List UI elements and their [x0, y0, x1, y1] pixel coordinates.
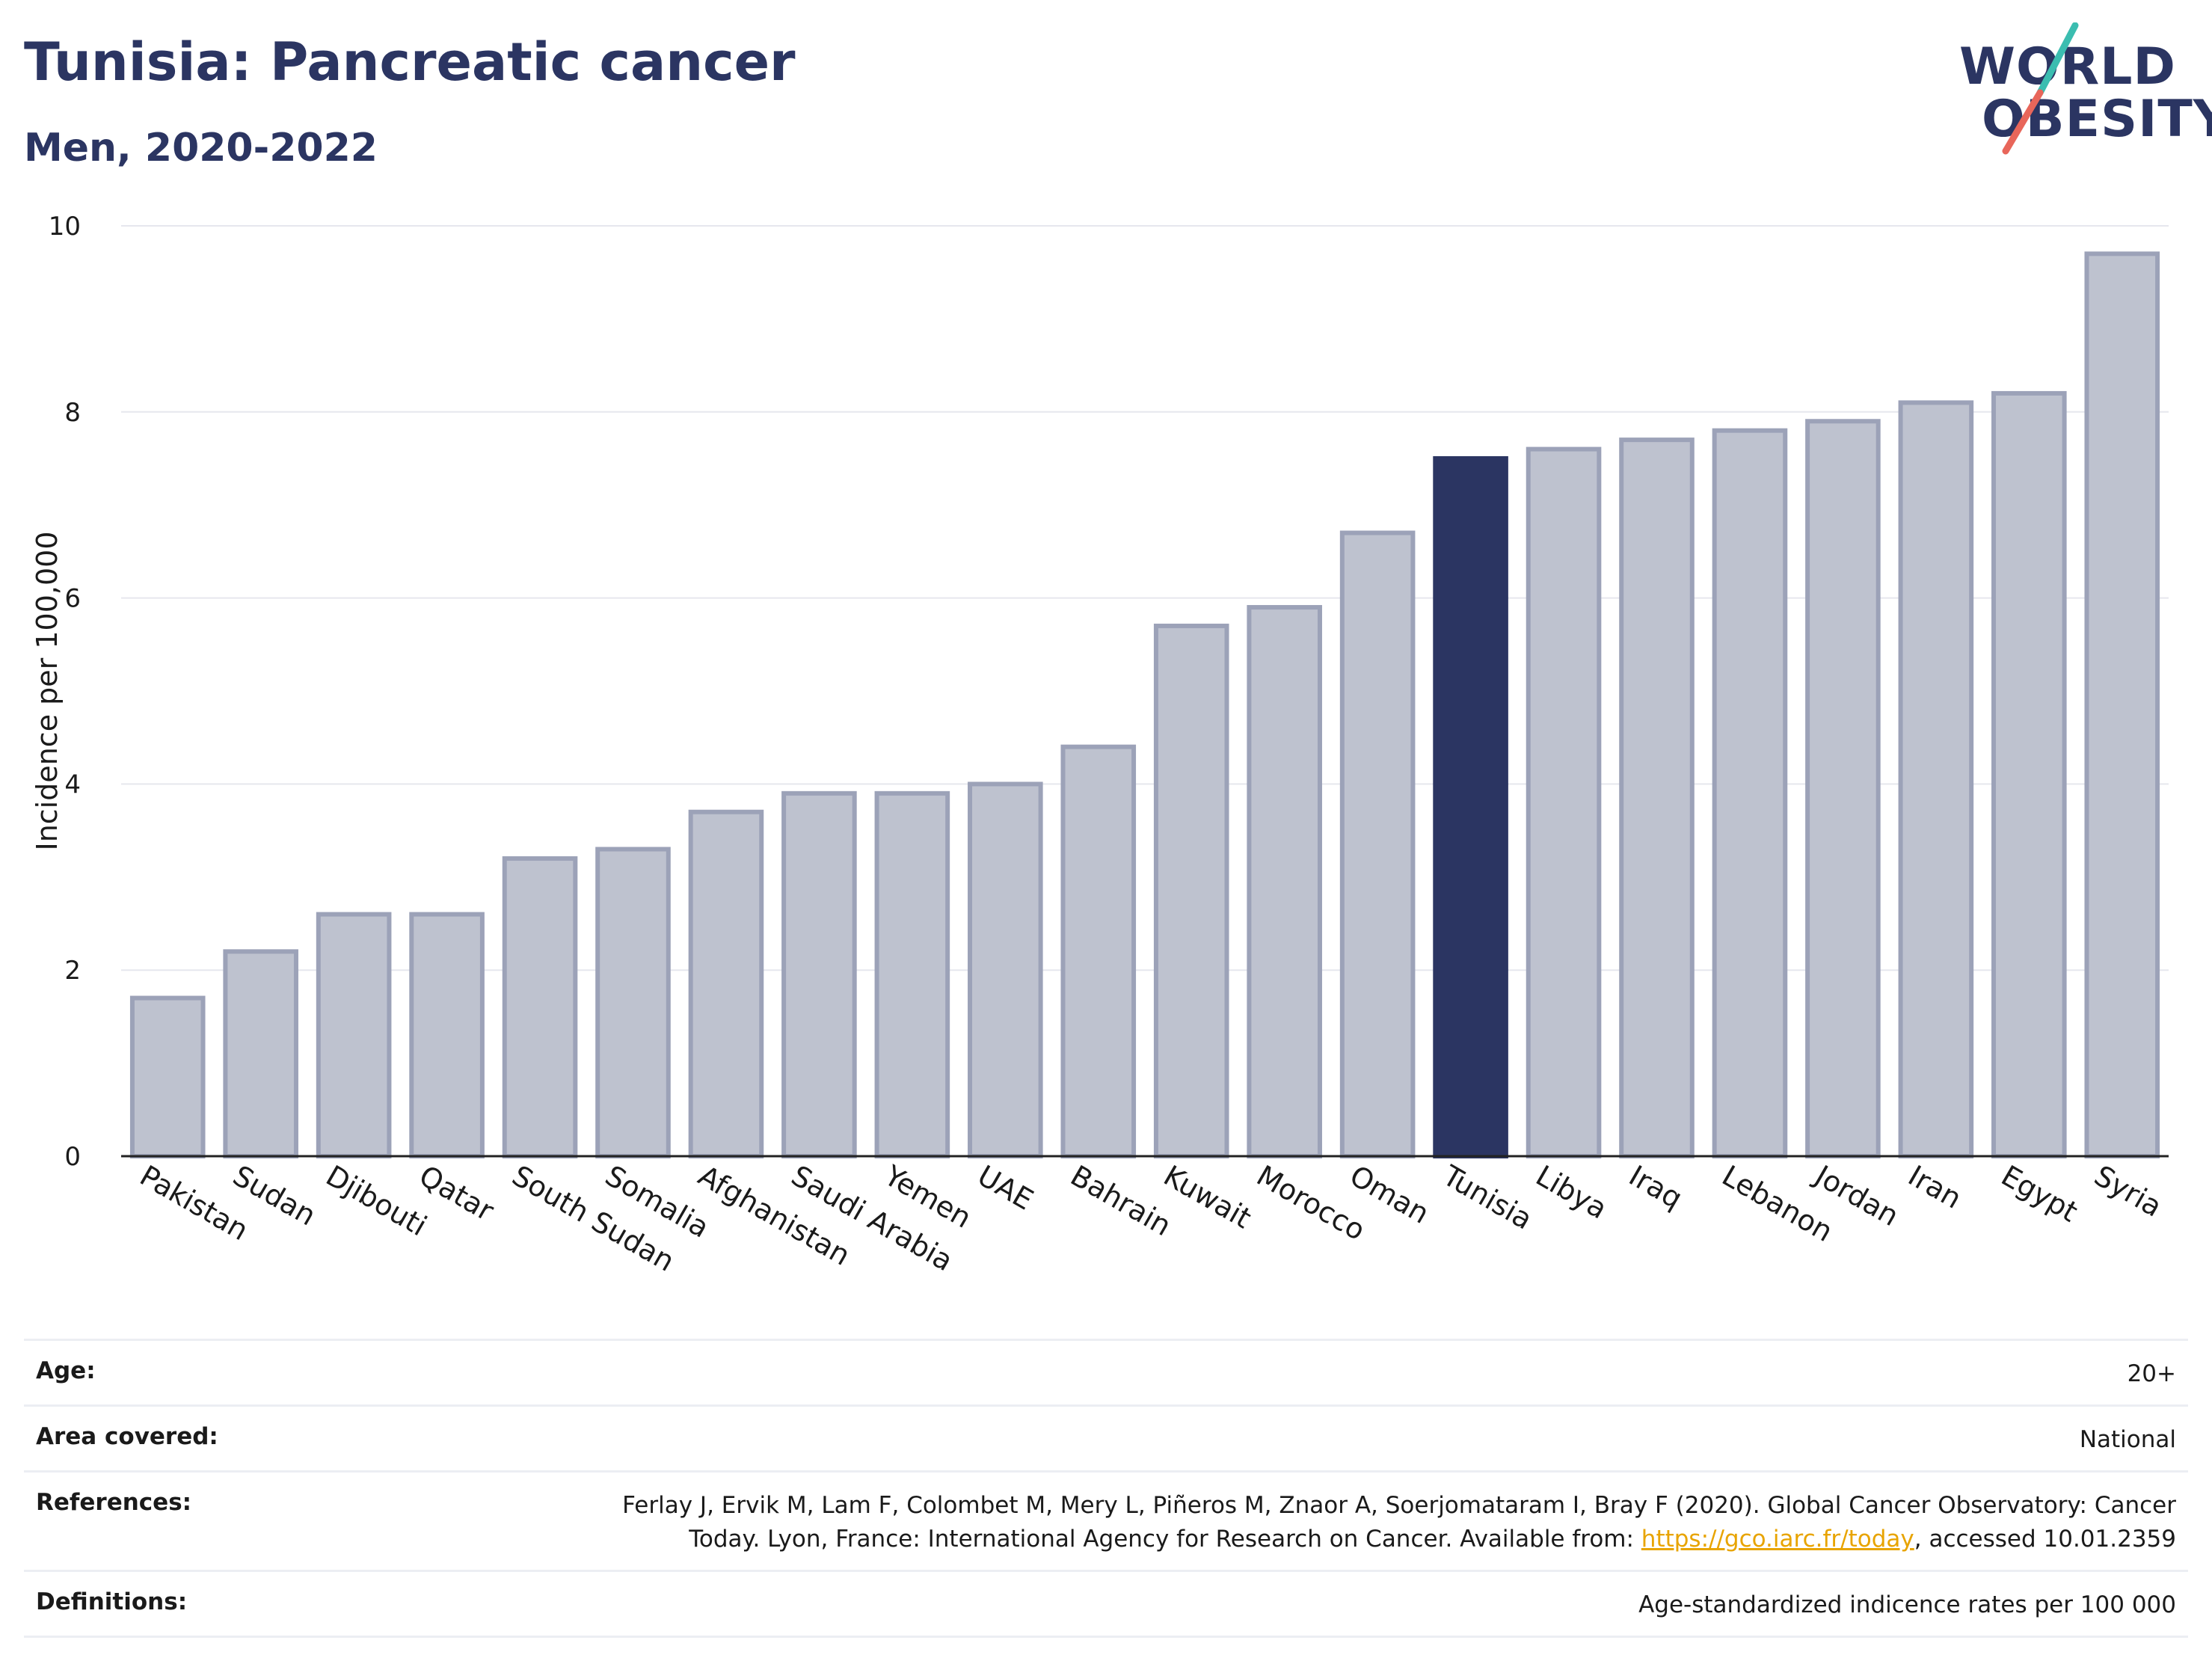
bar-highlight	[1433, 456, 1508, 1158]
bar	[2084, 251, 2160, 1159]
y-axis-label: Incidence per 100,000	[31, 531, 64, 850]
metadata-table: Age: 20+ Area covered: National Referenc…	[24, 1339, 2188, 1638]
bar	[968, 782, 1043, 1159]
definitions-value: Age-standardized indicence rates per 100…	[1638, 1591, 2176, 1618]
world-obesity-logo: WORLD OBESITY	[1944, 22, 2212, 165]
bar	[1526, 446, 1602, 1158]
x-tick-label: Iraq	[1623, 1159, 1688, 1215]
age-label: Age:	[36, 1357, 96, 1384]
y-tick-label: 4	[64, 770, 81, 799]
bar	[1339, 530, 1416, 1158]
y-tick-label: 8	[64, 398, 81, 428]
bar	[1060, 744, 1137, 1158]
x-tick-label: Djibouti	[321, 1159, 433, 1243]
meta-row-age: Age: 20+	[24, 1339, 2188, 1404]
bar	[1991, 390, 2067, 1158]
x-tick-label: Bahrain	[1065, 1159, 1176, 1243]
y-tick-label: 6	[64, 584, 81, 614]
bar	[1805, 419, 1881, 1158]
definitions-label: Definitions:	[36, 1588, 188, 1615]
chart-subtitle: Men, 2020-2022	[24, 126, 378, 171]
bar	[874, 790, 950, 1158]
references-line1: Ferlay J, Ervik M, Lam F, Colombet M, Me…	[622, 1491, 2176, 1519]
references-value: Ferlay J, Ervik M, Lam F, Colombet M, Me…	[350, 1489, 2176, 1556]
logo-line-world: WORLD	[1959, 37, 2176, 96]
x-tick-label: UAE	[972, 1159, 1039, 1217]
x-tick-label: Libya	[1531, 1159, 1613, 1226]
age-value: 20+	[2127, 1360, 2176, 1387]
meta-row-area: Area covered: National	[24, 1404, 2188, 1470]
references-label: References:	[36, 1488, 192, 1516]
bar	[129, 995, 206, 1159]
x-tick-label: Kuwait	[1158, 1159, 1257, 1235]
area-label: Area covered:	[36, 1422, 218, 1450]
x-tick-label: Syria	[2089, 1159, 2167, 1223]
meta-row-references: References: Ferlay J, Ervik M, Lam F, Co…	[24, 1470, 2188, 1570]
y-tick-label: 0	[64, 1142, 81, 1172]
y-tick-label: 2	[64, 956, 81, 986]
bar	[781, 790, 857, 1158]
x-tick-label: Egypt	[1996, 1159, 2083, 1229]
references-link[interactable]: https://gco.iarc.fr/today	[1641, 1525, 1914, 1553]
bar	[1898, 400, 1974, 1158]
bar	[1153, 623, 1229, 1158]
bar	[223, 949, 298, 1158]
x-tick-label: Tunisia	[1437, 1158, 1537, 1236]
bar	[1619, 437, 1695, 1158]
bar	[316, 912, 392, 1159]
x-tick-label: Iran	[1902, 1159, 1967, 1215]
references-line2-pre: Today. Lyon, France: International Agenc…	[689, 1525, 1641, 1553]
bar	[409, 912, 485, 1159]
bar	[1247, 605, 1322, 1158]
chart-title: Tunisia: Pancreatic cancer	[24, 31, 796, 93]
bar	[1712, 428, 1788, 1158]
logo-line-obesity: OBESITY	[1982, 90, 2212, 149]
area-value: National	[2079, 1425, 2176, 1453]
bar	[502, 856, 578, 1159]
bar	[688, 809, 764, 1158]
logo-slash-icon	[2002, 22, 2079, 155]
y-tick-label: 10	[49, 212, 81, 242]
bar	[595, 847, 671, 1158]
references-line2-post: , accessed 10.01.2359	[1914, 1525, 2176, 1553]
meta-row-definitions: Definitions: Age-standardized indicence …	[24, 1569, 2188, 1638]
